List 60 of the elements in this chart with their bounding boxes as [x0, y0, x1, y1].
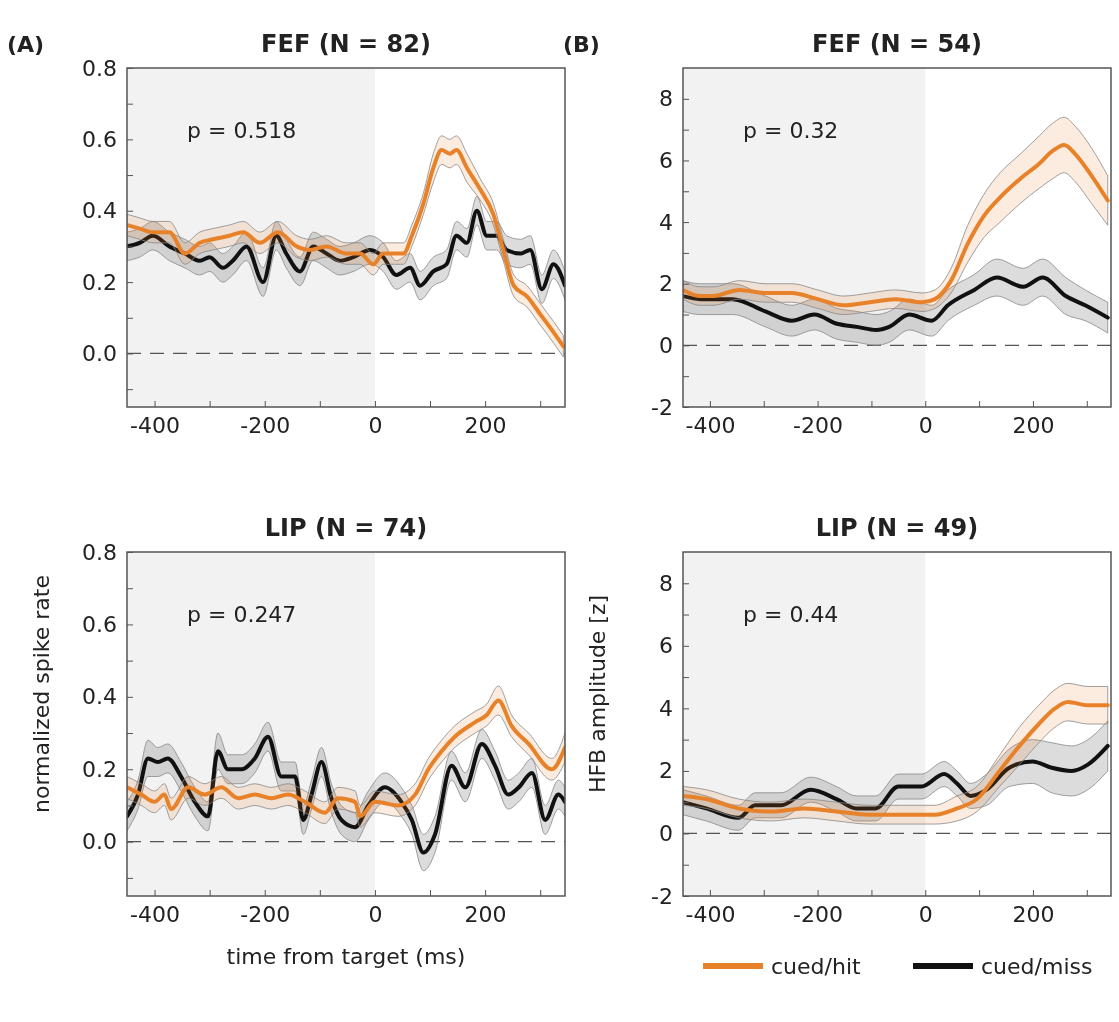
y-tick-label: 6 [659, 633, 673, 659]
y-tick-label: 0.4 [82, 198, 117, 224]
y-axis-title: HFB amplitude [z] [585, 594, 610, 794]
x-tick-label: -400 [685, 901, 736, 927]
x-tick-label: -200 [240, 412, 291, 438]
chart-title: FEF (N = 54) [812, 30, 982, 58]
x-tick-label: -200 [793, 901, 844, 927]
text: (B) [563, 32, 600, 57]
annotation: p = 0.32 [743, 118, 839, 143]
y-tick-label: 0.4 [82, 684, 117, 710]
y-tick-label: 0.8 [82, 55, 117, 81]
y-axis-title: normalized spike rate [29, 575, 54, 813]
y-tick-label: -2 [651, 394, 673, 420]
x-tick-label: 200 [1012, 412, 1055, 438]
chart-title: LIP (N = 74) [264, 514, 428, 542]
line-series [683, 275, 1110, 332]
y-tick-label: 8 [659, 86, 673, 112]
x-tick-label: -200 [240, 901, 291, 927]
x-tick-label: 0 [368, 901, 383, 927]
y-tick-label: 0.8 [82, 539, 117, 565]
y-tick-label: 4 [659, 695, 673, 721]
legend-label: cued/hit [771, 954, 862, 979]
line-series [127, 208, 565, 292]
y-tick-label: 0.2 [82, 269, 117, 295]
y-tick-label: 0.6 [82, 611, 117, 637]
annotation: p = 0.247 [187, 602, 297, 627]
chart-title: LIP (N = 49) [815, 514, 979, 542]
line-series [127, 734, 565, 855]
chart-title: FEF (N = 82) [261, 30, 431, 58]
y-tick-label: 0.0 [82, 341, 117, 367]
x-tick-label: -400 [130, 901, 181, 927]
y-tick-label: 2 [659, 758, 673, 784]
legend-label: cued/miss [981, 954, 1093, 979]
y-tick-label: 0.6 [82, 126, 117, 152]
x-tick-label: 200 [464, 901, 507, 927]
x-tick-label: -400 [685, 412, 736, 438]
text: (A) [7, 32, 45, 57]
x-axis-title: time from target (ms) [226, 944, 466, 969]
x-tick-label: -200 [793, 412, 844, 438]
y-tick-label: 8 [659, 570, 673, 596]
y-tick-label: 0 [659, 332, 673, 358]
y-tick-label: 2 [659, 271, 673, 297]
y-tick-label: -2 [651, 883, 673, 909]
x-tick-label: 200 [464, 412, 507, 438]
line-series [683, 743, 1110, 820]
x-tick-label: 0 [918, 901, 933, 927]
y-tick-label: 0 [659, 820, 673, 846]
annotation: p = 0.44 [743, 602, 839, 627]
line-series [683, 143, 1110, 308]
y-tick-label: 6 [659, 147, 673, 173]
line-series [683, 700, 1110, 817]
x-tick-label: 0 [368, 412, 383, 438]
annotation: p = 0.518 [187, 118, 297, 143]
x-tick-label: 0 [918, 412, 933, 438]
line-series [127, 698, 565, 819]
x-tick-label: 200 [1012, 901, 1055, 927]
y-tick-label: 4 [659, 209, 673, 235]
x-tick-label: -400 [130, 412, 181, 438]
y-tick-label: 0.2 [82, 756, 117, 782]
y-tick-label: 0.0 [82, 829, 117, 855]
